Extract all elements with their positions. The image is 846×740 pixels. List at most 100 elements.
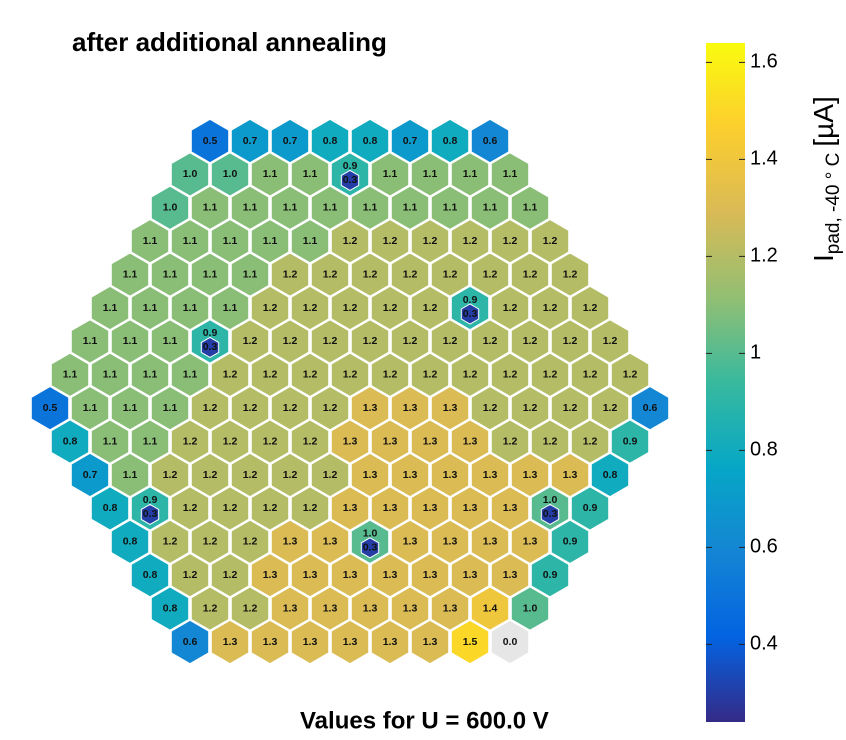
cell-label: 1.2 (503, 235, 518, 247)
cell-label: 1.2 (223, 502, 238, 514)
cell-label: 1.1 (303, 235, 318, 247)
cell-label: 1.2 (443, 335, 458, 347)
cell-label: 0.8 (363, 135, 378, 147)
cell-label: 1.2 (343, 302, 358, 314)
cell-label: 1.1 (463, 168, 478, 180)
cell-label: 1.2 (283, 335, 298, 347)
cell-label: 0.8 (323, 135, 338, 147)
cell-label: 1.2 (463, 369, 478, 381)
cell-label: 0.9 (203, 327, 218, 339)
cell-label: 0.9 (543, 569, 558, 581)
cell-label: 1.2 (223, 569, 238, 581)
cell-label: 1.3 (503, 569, 518, 581)
cell-label: 1.1 (243, 202, 258, 214)
cell-label: 1.3 (363, 602, 378, 614)
hex-map: 0.5 0.7 0.7 0.8 0.8 0.7 0.8 0.6 1.0 1.0 1.1 1.1 0.9 0… (29, 117, 671, 666)
colorbar-unit: [µA] (808, 96, 839, 146)
cell-label: 1.3 (423, 435, 438, 447)
pad-label: 0.3 (143, 508, 158, 520)
cell-label: 1.2 (243, 335, 258, 347)
cell-label: 1.2 (603, 335, 618, 347)
colorbar-tick-label: 0.6 (750, 536, 778, 558)
cell-label: 1.2 (263, 435, 278, 447)
cell-label: 1.1 (103, 369, 118, 381)
cell-label: 1.2 (563, 335, 578, 347)
cell-label: 1.3 (443, 469, 458, 481)
cell-label: 1.4 (483, 602, 498, 614)
cell-label: 0.9 (463, 294, 478, 306)
calibration-pad (360, 537, 380, 559)
cell-label: 1.2 (163, 469, 178, 481)
pad-label: 0.3 (203, 341, 218, 353)
cell-label: 1.2 (543, 369, 558, 381)
cell-label: 1.2 (483, 402, 498, 414)
cell-label: 1.1 (403, 202, 418, 214)
cell-label: 1.1 (103, 435, 118, 447)
cell-label: 1.0 (163, 202, 178, 214)
cell-label: 1.1 (163, 335, 178, 347)
cell-label: 1.2 (563, 268, 578, 280)
cell-label: 1.3 (403, 469, 418, 481)
cell-label: 1.3 (283, 536, 298, 548)
cell-label: 1.3 (483, 536, 498, 548)
cell-label: 1.0 (363, 528, 378, 540)
cell-label: 0.9 (563, 536, 578, 548)
cell-label: 1.2 (163, 536, 178, 548)
cell-label: 1.1 (63, 369, 78, 381)
cell-label: 1.2 (383, 302, 398, 314)
cell-label: 1.1 (143, 435, 158, 447)
cell-label: 1.2 (243, 602, 258, 614)
cell-label: 0.8 (443, 135, 458, 147)
cell-label: 1.1 (143, 235, 158, 247)
cell-label: 1.1 (183, 369, 198, 381)
cell-label: 1.2 (503, 302, 518, 314)
cell-label: 1.3 (503, 502, 518, 514)
cell-label: 1.5 (463, 636, 478, 648)
cell-label: 0.9 (343, 160, 358, 172)
cell-label: 0.5 (43, 402, 58, 414)
cell-label: 1.2 (283, 469, 298, 481)
colorbar-subscript: pad, -40 ° C (823, 153, 844, 255)
hex-cell (329, 618, 371, 666)
cell-label: 0.8 (63, 435, 78, 447)
cell-label: 1.3 (443, 536, 458, 548)
cell-label: 1.2 (363, 335, 378, 347)
cell-label: 0.0 (503, 636, 518, 648)
cell-label: 1.2 (523, 402, 538, 414)
cell-label: 0.6 (483, 135, 498, 147)
cell-label: 1.2 (203, 469, 218, 481)
cell-label: 1.2 (203, 536, 218, 548)
colorbar-tick-label: 1.4 (750, 148, 778, 170)
pad-label: 0.3 (363, 542, 378, 554)
cell-label: 1.2 (523, 335, 538, 347)
cell-label: 1.2 (263, 369, 278, 381)
pad-label: 0.3 (543, 508, 558, 520)
cell-label: 1.3 (443, 602, 458, 614)
cell-label: 1.3 (463, 569, 478, 581)
cell-label: 1.2 (343, 369, 358, 381)
cell-label: 1.2 (303, 369, 318, 381)
colorbar-tick-label: 0.8 (750, 439, 778, 461)
cell-label: 0.7 (283, 135, 298, 147)
cell-label: 1.3 (363, 402, 378, 414)
cell-label: 1.2 (363, 268, 378, 280)
cell-label: 1.2 (563, 402, 578, 414)
cell-label: 1.3 (463, 435, 478, 447)
cell-label: 1.3 (523, 536, 538, 548)
cell-label: 1.2 (623, 369, 638, 381)
cell-label: 1.2 (283, 268, 298, 280)
cell-label: 0.9 (623, 435, 638, 447)
cell-label: 1.2 (263, 302, 278, 314)
cell-label: 1.1 (143, 369, 158, 381)
colorbar-tick-label: 0.4 (750, 633, 778, 655)
cell-label: 1.1 (123, 402, 138, 414)
hex-cell (489, 618, 531, 666)
cell-label: 1.2 (283, 402, 298, 414)
cell-label: 1.3 (343, 569, 358, 581)
cell-label: 1.2 (463, 235, 478, 247)
cell-label: 1.1 (243, 268, 258, 280)
colorbar-tick-label: 1 (750, 342, 761, 364)
cell-label: 1.2 (223, 435, 238, 447)
cell-label: 1.1 (203, 268, 218, 280)
